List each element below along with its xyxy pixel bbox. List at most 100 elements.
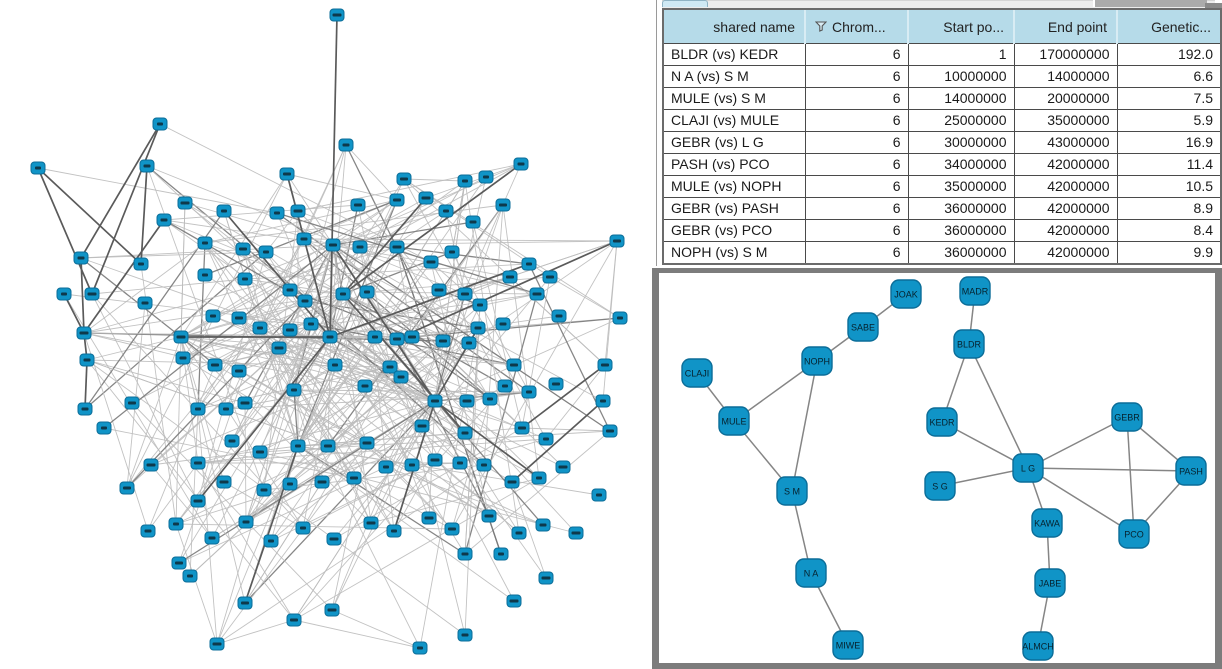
edge-GEBR-PCO[interactable] <box>1126 416 1135 535</box>
node-CLAJI[interactable]: CLAJI <box>681 358 713 388</box>
node[interactable] <box>224 434 240 448</box>
node[interactable] <box>457 547 473 561</box>
node[interactable] <box>521 257 537 271</box>
node[interactable] <box>457 426 473 440</box>
node[interactable] <box>133 257 149 271</box>
node[interactable] <box>237 596 253 610</box>
node[interactable] <box>96 421 112 435</box>
node[interactable] <box>476 458 492 472</box>
table-row[interactable]: PASH (vs) PCO 6 34000000 42000000 11.4 <box>664 153 1220 176</box>
node[interactable] <box>322 330 338 344</box>
node[interactable] <box>459 394 475 408</box>
node[interactable] <box>282 283 298 297</box>
column-header-shared-name[interactable]: shared name <box>664 10 806 44</box>
node[interactable] <box>514 421 530 435</box>
node[interactable] <box>325 238 341 252</box>
node[interactable] <box>482 392 498 406</box>
node[interactable] <box>609 234 625 248</box>
node-NOPH[interactable]: NOPH <box>801 346 833 376</box>
node[interactable] <box>143 458 159 472</box>
node[interactable] <box>470 321 486 335</box>
node[interactable] <box>296 232 312 246</box>
table-row[interactable]: BLDR (vs) KEDR 6 1 170000000 192.0 <box>664 43 1220 66</box>
table-row[interactable]: GEBR (vs) PASH 6 36000000 42000000 8.9 <box>664 197 1220 220</box>
node[interactable] <box>252 321 268 335</box>
node[interactable] <box>182 569 198 583</box>
node[interactable] <box>335 287 351 301</box>
node[interactable] <box>124 396 140 410</box>
node[interactable] <box>591 488 607 502</box>
node[interactable] <box>427 394 443 408</box>
node[interactable] <box>363 516 379 530</box>
node[interactable] <box>350 198 366 212</box>
node[interactable] <box>252 445 268 459</box>
node[interactable] <box>506 594 522 608</box>
node[interactable] <box>140 524 156 538</box>
node[interactable] <box>457 287 473 301</box>
node[interactable] <box>282 477 298 491</box>
node[interactable] <box>326 532 342 546</box>
node-MIWE[interactable]: MIWE <box>832 630 864 660</box>
node[interactable] <box>521 385 537 399</box>
node[interactable] <box>612 311 628 325</box>
node[interactable] <box>497 379 513 393</box>
filter-funnel-icon[interactable] <box>814 21 828 32</box>
node[interactable] <box>461 336 477 350</box>
node[interactable] <box>137 296 153 310</box>
node[interactable] <box>205 309 221 323</box>
node[interactable] <box>389 240 405 254</box>
node[interactable] <box>568 526 584 540</box>
node[interactable] <box>495 198 511 212</box>
node[interactable] <box>171 556 187 570</box>
node[interactable] <box>423 255 439 269</box>
node[interactable] <box>493 547 509 561</box>
node[interactable] <box>602 424 618 438</box>
node[interactable] <box>139 159 155 173</box>
node[interactable] <box>56 287 72 301</box>
node[interactable] <box>513 157 529 171</box>
node[interactable] <box>435 334 451 348</box>
node[interactable] <box>511 526 527 540</box>
node-KEDR[interactable]: KEDR <box>926 407 958 437</box>
node-JOAK[interactable]: JOAK <box>890 279 922 309</box>
node[interactable] <box>597 358 613 372</box>
node[interactable] <box>303 317 319 331</box>
node[interactable] <box>218 402 234 416</box>
node[interactable] <box>338 138 354 152</box>
table-row[interactable]: NOPH (vs) S M 6 36000000 42000000 9.9 <box>664 241 1220 263</box>
node[interactable] <box>216 204 232 218</box>
node[interactable] <box>30 161 46 175</box>
node[interactable] <box>359 436 375 450</box>
node[interactable] <box>314 475 330 489</box>
node[interactable] <box>237 396 253 410</box>
node[interactable] <box>197 236 213 250</box>
node[interactable] <box>495 317 511 331</box>
node-KAWA[interactable]: KAWA <box>1031 508 1063 538</box>
node[interactable] <box>444 522 460 536</box>
node[interactable] <box>538 571 554 585</box>
node[interactable] <box>465 215 481 229</box>
node[interactable] <box>119 481 135 495</box>
node-JABE[interactable]: JABE <box>1034 568 1066 598</box>
scrollbar-thumb-fragment[interactable] <box>1093 0 1207 7</box>
node[interactable] <box>378 460 394 474</box>
node[interactable] <box>324 603 340 617</box>
node[interactable] <box>238 515 254 529</box>
column-header-start-po[interactable]: Start po... <box>908 10 1015 44</box>
node[interactable] <box>290 204 306 218</box>
node[interactable] <box>472 298 488 312</box>
node[interactable] <box>504 475 520 489</box>
node[interactable] <box>297 294 313 308</box>
node[interactable] <box>73 251 89 265</box>
node[interactable] <box>235 242 251 256</box>
node[interactable] <box>418 191 434 205</box>
node[interactable] <box>77 402 93 416</box>
node[interactable] <box>329 8 345 22</box>
node[interactable] <box>216 475 232 489</box>
node-MADR[interactable]: MADR <box>959 276 991 306</box>
node[interactable] <box>389 193 405 207</box>
node[interactable] <box>76 326 92 340</box>
node[interactable] <box>431 283 447 297</box>
node[interactable] <box>286 383 302 397</box>
node[interactable] <box>269 206 285 220</box>
